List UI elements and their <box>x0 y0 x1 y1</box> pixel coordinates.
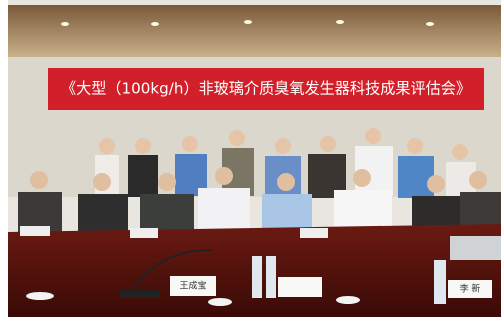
ceiling <box>8 5 501 57</box>
photo: 《大型（100kg/h）非玻璃介质臭氧发生器科技成果评估会》 <box>0 0 501 317</box>
name-card-text: 王成宝 <box>179 280 206 292</box>
banner-title: 《大型（100kg/h）非玻璃介质臭氧发生器科技成果评估会》 <box>61 80 471 98</box>
name-card-text: 李 新 <box>460 283 481 295</box>
